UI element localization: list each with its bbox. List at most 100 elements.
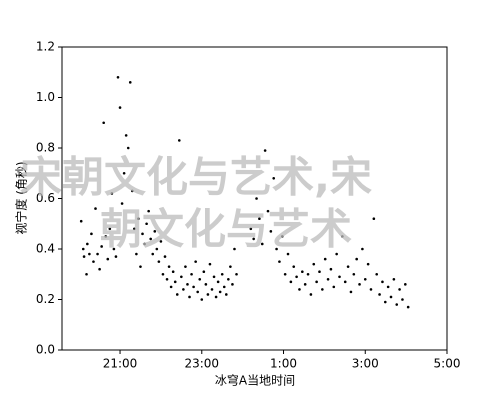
point <box>383 300 387 304</box>
point <box>321 288 324 291</box>
point <box>198 278 202 281</box>
x-axis-label: 冰穹A当地时间 <box>215 373 295 388</box>
point <box>153 230 157 233</box>
point <box>98 267 101 271</box>
point <box>167 265 171 268</box>
point <box>190 272 193 276</box>
point <box>306 272 310 276</box>
point <box>137 217 140 220</box>
point <box>235 272 238 276</box>
point <box>180 275 183 279</box>
y-tick-label: 0.8 <box>36 141 55 155</box>
point <box>303 283 307 286</box>
point <box>343 280 347 284</box>
point <box>204 283 208 286</box>
point <box>401 298 404 301</box>
point <box>266 209 270 213</box>
point <box>196 290 199 294</box>
watermark: 宋朝文化与艺术,宋 <box>20 153 372 202</box>
point <box>386 285 390 289</box>
point <box>194 260 197 263</box>
point <box>96 252 99 256</box>
point <box>318 270 321 274</box>
point <box>208 262 212 266</box>
point <box>139 265 142 268</box>
point <box>182 288 185 291</box>
point <box>133 227 136 231</box>
point <box>406 305 410 309</box>
point <box>366 262 370 266</box>
point <box>389 295 393 299</box>
point <box>159 240 163 243</box>
point <box>352 272 356 276</box>
y-tick-label: 0.2 <box>36 292 55 306</box>
point <box>85 272 88 276</box>
point <box>283 272 287 276</box>
point <box>169 285 173 289</box>
point <box>118 106 122 109</box>
point <box>289 280 293 284</box>
point <box>404 283 407 286</box>
point <box>122 171 126 175</box>
watermark: 朝文化与艺术 <box>100 205 352 254</box>
x-tick-label: 21:00 <box>103 357 138 371</box>
point <box>309 293 313 296</box>
point <box>278 260 281 263</box>
point <box>126 146 130 150</box>
point <box>263 149 267 152</box>
point <box>315 280 318 284</box>
point <box>177 139 181 142</box>
point <box>346 265 350 268</box>
point <box>392 278 396 281</box>
point <box>332 285 336 289</box>
point <box>214 295 218 299</box>
point <box>163 255 167 258</box>
point <box>231 283 234 286</box>
point <box>186 283 189 286</box>
point <box>298 288 301 291</box>
point <box>272 177 276 180</box>
point <box>220 272 224 276</box>
point <box>275 247 278 251</box>
point <box>112 247 116 251</box>
point <box>252 237 255 241</box>
point <box>81 247 85 251</box>
point <box>173 280 177 284</box>
point <box>124 134 128 137</box>
point <box>171 270 175 274</box>
point <box>218 290 222 294</box>
point <box>212 275 216 279</box>
point <box>358 283 361 286</box>
point <box>161 272 165 276</box>
point <box>355 257 358 261</box>
point <box>82 255 86 258</box>
point <box>375 272 379 276</box>
point <box>335 252 338 256</box>
point <box>102 121 105 125</box>
point <box>372 217 376 220</box>
point <box>143 242 146 246</box>
point <box>165 278 169 281</box>
point <box>86 242 89 246</box>
point <box>295 275 298 279</box>
y-tick-label: 0.0 <box>36 343 55 357</box>
point <box>249 227 253 231</box>
point <box>341 235 344 238</box>
point <box>361 247 364 251</box>
point <box>210 288 214 291</box>
y-tick-label: 0.6 <box>36 191 55 205</box>
point <box>90 232 93 236</box>
y-axis-label: 视宁度 (角秒) <box>14 161 29 234</box>
point <box>149 237 152 241</box>
point <box>349 290 353 294</box>
point <box>216 280 220 284</box>
point <box>155 247 159 251</box>
point <box>92 260 95 263</box>
point <box>369 288 373 291</box>
point <box>233 247 236 251</box>
point <box>128 81 132 84</box>
point <box>378 293 381 296</box>
point <box>151 252 155 256</box>
point <box>188 295 191 299</box>
point <box>88 252 91 256</box>
